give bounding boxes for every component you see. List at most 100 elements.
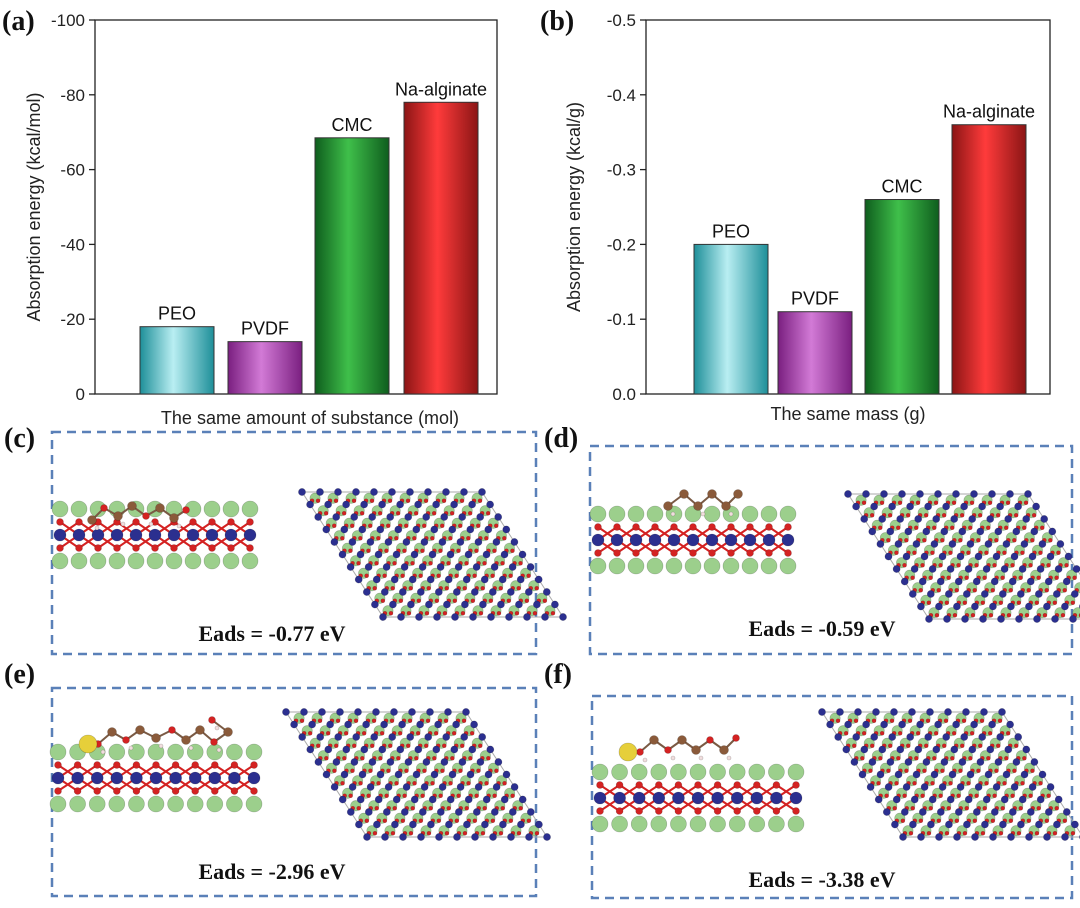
atom-blue — [868, 527, 877, 536]
atom-red — [948, 780, 953, 786]
atom-red — [369, 498, 375, 504]
atom-blue — [440, 758, 449, 766]
panel-label-f: (f) — [544, 659, 572, 690]
atom-blue — [298, 488, 306, 496]
atom-red — [430, 535, 435, 541]
atom-blue — [1002, 540, 1011, 548]
atom-blue — [379, 613, 387, 621]
panel-label-a: (a) — [2, 6, 35, 37]
atom-blue — [362, 720, 370, 729]
atom-red — [486, 755, 491, 761]
atom-blue — [613, 791, 626, 805]
atom-green — [689, 763, 707, 781]
atom-blue — [507, 833, 515, 841]
atom-blue — [314, 513, 323, 521]
atom-red — [342, 755, 347, 761]
atom-red — [615, 781, 624, 789]
atom-blue — [110, 771, 124, 785]
atom-red — [410, 805, 416, 811]
atom-blue — [454, 563, 463, 571]
atom-red — [594, 549, 602, 557]
atom-red — [402, 793, 407, 799]
atom-red — [398, 598, 404, 604]
atom-blue — [478, 733, 487, 741]
atom-blue — [306, 500, 314, 509]
atom-red — [482, 805, 488, 811]
atom-blue — [908, 708, 916, 716]
atom-red — [54, 761, 62, 769]
atom-red — [1036, 805, 1042, 811]
atom-blue — [372, 708, 380, 716]
atom-brown — [663, 501, 673, 511]
atom-red — [56, 518, 64, 526]
atom-blue — [446, 795, 455, 804]
atom-green — [245, 743, 263, 761]
atom-green — [51, 552, 69, 570]
atom-red — [928, 805, 934, 811]
atom-red — [246, 544, 254, 552]
atom-red — [443, 718, 449, 724]
atom-blue — [430, 770, 439, 779]
y-tick-label: -60 — [60, 161, 85, 180]
atom-red — [374, 805, 380, 811]
atom-red — [459, 743, 465, 749]
atom-red — [498, 585, 504, 591]
atom-red — [380, 598, 386, 604]
atom-red — [985, 525, 991, 531]
atom-blue — [999, 820, 1007, 829]
atom-red — [931, 525, 937, 531]
atom-blue — [1046, 783, 1055, 791]
atom-blue — [1000, 565, 1009, 573]
atom-blue — [148, 528, 162, 542]
atom-blue — [950, 745, 959, 754]
atom-red — [752, 781, 761, 789]
atom-blue — [462, 575, 471, 584]
atom-blue — [356, 795, 365, 804]
atom-blue — [970, 720, 978, 729]
atom-blue — [930, 770, 939, 779]
atom-red — [492, 793, 497, 799]
atom-red — [988, 612, 994, 618]
atom-red — [984, 780, 989, 786]
atom-red — [446, 560, 451, 566]
atom-red — [532, 610, 538, 616]
atom-blue — [404, 513, 413, 521]
atom-blue — [456, 783, 465, 791]
atom-blue — [484, 525, 493, 534]
atom-blue — [438, 538, 447, 546]
atom-red — [332, 768, 337, 774]
atom-blue — [1054, 565, 1063, 573]
atom-blue — [982, 795, 991, 804]
atom-blue — [384, 538, 393, 546]
atom-red — [171, 761, 180, 769]
atom-blue — [899, 833, 907, 841]
atom-green — [741, 505, 759, 523]
atom-red — [1021, 525, 1027, 531]
atom-red — [664, 746, 672, 754]
atom-blue — [374, 795, 383, 804]
atom-blue — [412, 770, 421, 779]
atom-blue — [1026, 577, 1035, 586]
atom-red — [376, 535, 381, 541]
atom-blue — [324, 745, 333, 754]
atom-blue — [392, 795, 401, 804]
atom-red — [333, 498, 339, 504]
atom-red — [436, 573, 441, 579]
atom-red — [534, 585, 540, 591]
atom-blue — [370, 733, 379, 741]
lattice-top-view — [818, 708, 1080, 841]
atom-red — [868, 768, 873, 774]
atom-blue — [442, 733, 451, 741]
atom-blue — [486, 500, 494, 509]
atom-red — [387, 498, 393, 504]
atom-blue — [964, 795, 973, 804]
atom-red — [944, 600, 950, 606]
atom-green — [203, 500, 221, 518]
atom-blue — [1025, 833, 1033, 841]
atom-blue — [376, 770, 385, 779]
atom-blue — [510, 538, 519, 546]
atom-blue — [498, 575, 507, 584]
atom-red — [412, 780, 417, 786]
atom-blue — [1020, 770, 1029, 779]
atom-blue — [498, 820, 507, 829]
